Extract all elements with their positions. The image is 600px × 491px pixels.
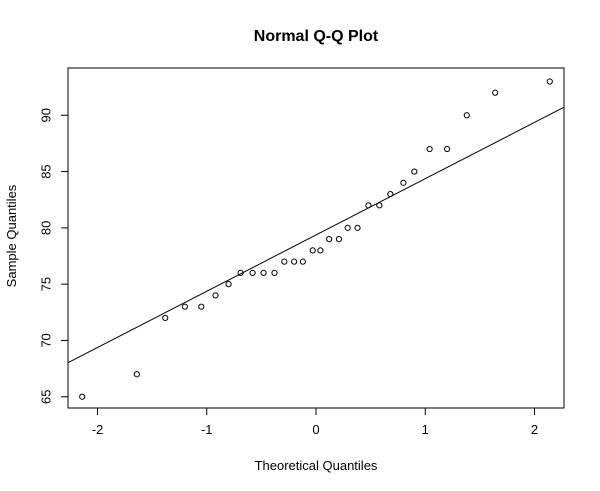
data-point [344,224,351,231]
data-point [212,292,219,299]
x-tick-label: 0 [312,422,319,437]
data-point [271,269,278,277]
y-tick-label: 70 [39,333,54,347]
data-point [291,258,298,265]
reference-line-group [67,106,565,364]
y-tick-label: 90 [39,108,54,122]
data-point [281,258,288,265]
data-points [79,78,553,400]
data-point [249,269,256,277]
x-tick-label: -2 [92,422,104,437]
data-point [365,202,372,209]
data-point [335,236,343,243]
y-tick-label: 75 [39,277,54,291]
x-tick-label: 2 [531,422,538,437]
y-tick-label: 65 [39,390,54,404]
y-axis-label: Sample Quantiles [4,184,19,287]
data-point [400,179,407,186]
x-tick-label: -1 [201,422,213,437]
data-point [546,78,553,85]
x-tick-label: 1 [422,422,429,437]
plot-box [67,67,565,409]
data-point [79,393,86,400]
data-point [444,145,451,153]
data-point [426,145,433,153]
data-point [309,247,316,254]
x-axis-label: Theoretical Quantiles [255,458,378,473]
data-point [376,202,383,209]
y-tick-label: 85 [39,164,54,178]
data-point [198,303,205,310]
data-point [387,190,394,198]
data-point [181,303,188,310]
data-point [492,89,499,96]
data-point [463,112,470,119]
chart-title: Normal Q-Q Plot [254,28,379,45]
data-point [237,269,244,277]
data-point [225,281,232,288]
data-point [354,224,361,231]
data-point [260,269,267,277]
data-point [299,258,306,265]
data-point [326,236,333,243]
y-axis: 65 70 75 80 85 90 [39,108,69,404]
data-point [133,371,140,378]
data-point [411,168,418,175]
data-point [317,247,324,254]
y-tick-label: 80 [39,221,54,235]
data-point [162,314,169,322]
x-axis: -2 -1 0 1 2 [92,407,538,437]
qq-reference-line [67,106,565,364]
